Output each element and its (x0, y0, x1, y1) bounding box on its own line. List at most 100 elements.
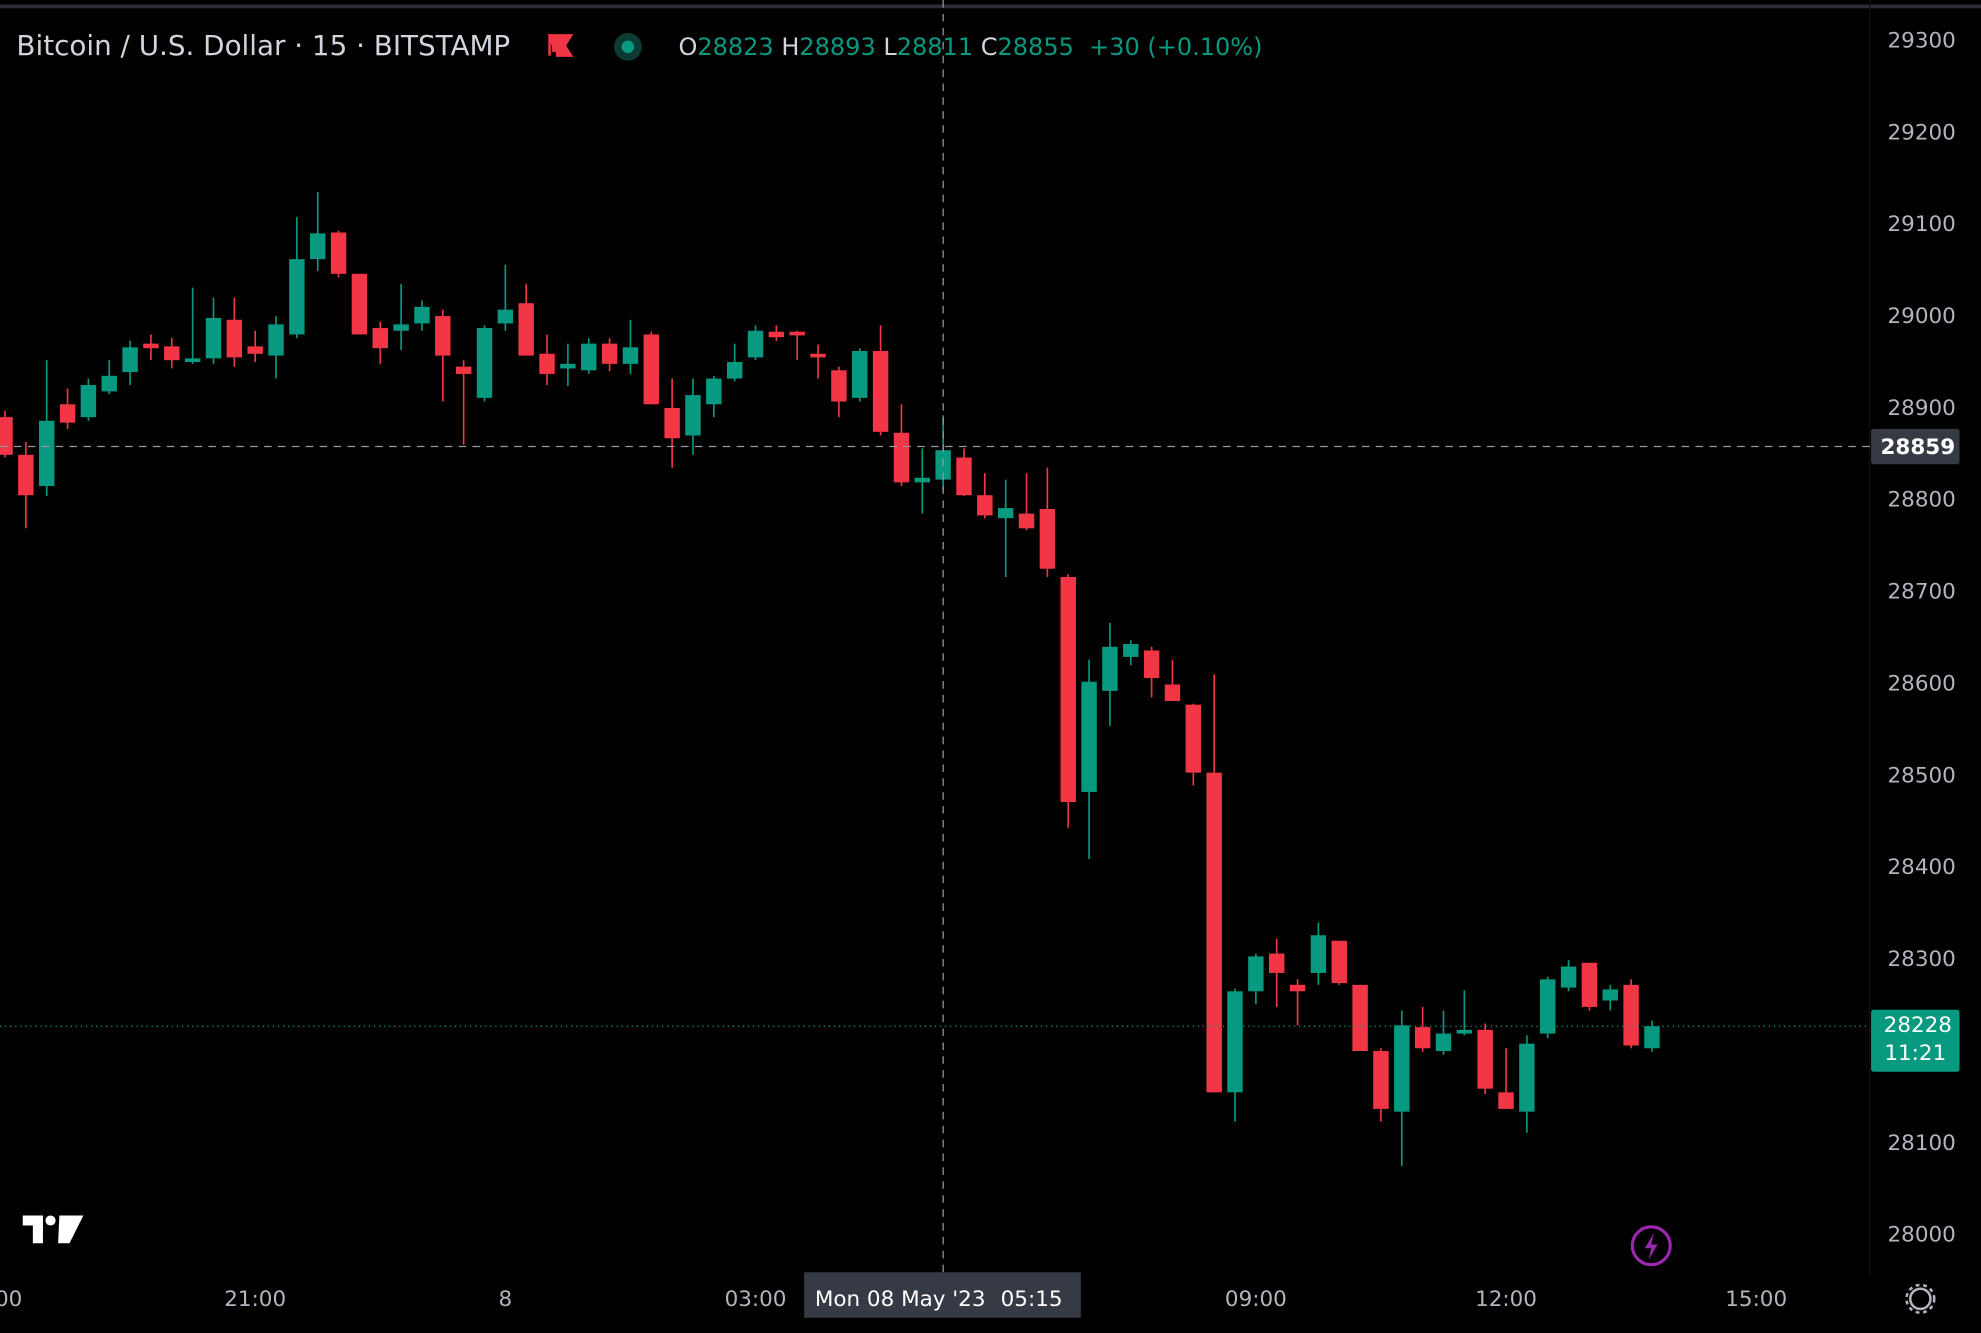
candle-body (80, 384, 97, 418)
candle-body (1394, 1025, 1410, 1112)
candle-body (1310, 935, 1327, 973)
candle-body (706, 378, 722, 405)
candle-body (643, 334, 659, 405)
candle-body (685, 395, 701, 436)
candle-body (497, 309, 514, 324)
countdown-label: 11:21 (1884, 1041, 1946, 1066)
candle-body (1435, 1033, 1452, 1052)
candle-body (435, 316, 451, 356)
candle-body (1102, 646, 1118, 691)
x-tick-label: :00 (0, 1287, 22, 1312)
candle-body (1331, 940, 1347, 984)
legend-label: O (678, 33, 697, 61)
candle-body (1414, 1027, 1431, 1049)
candle-body (1123, 644, 1139, 657)
candle-body (560, 363, 576, 369)
candle-body (1248, 956, 1264, 992)
gear-teeth (1905, 1283, 1936, 1314)
candle-body (518, 303, 534, 356)
legend-value: 28823 (697, 33, 773, 61)
candle-body (1623, 984, 1639, 1046)
candle-body (539, 353, 555, 374)
y-tick-label: 29300 (1888, 28, 1956, 53)
candle-body (476, 328, 493, 398)
legend-value: 28811 (897, 33, 973, 61)
y-tick-label: 28000 (1888, 1223, 1956, 1248)
legend-change: +30 (+0.10%) (1089, 33, 1262, 61)
candle-body (1164, 684, 1181, 702)
candle-body (289, 259, 305, 335)
last-price-box (1871, 1009, 1960, 1072)
y-tick-label: 29000 (1888, 304, 1956, 329)
x-tick-label: 12:00 (1475, 1287, 1537, 1312)
plot-area (0, 192, 1660, 1166)
candle-body (872, 350, 889, 432)
candle-body (1039, 509, 1056, 569)
crosshair-price-label: 28859 (1880, 435, 1955, 460)
candle-body (143, 343, 159, 349)
candle-body (330, 232, 347, 274)
candle-body (101, 375, 117, 392)
candle-body (122, 347, 138, 373)
candle-body (1519, 1043, 1535, 1112)
candle-body (1560, 966, 1577, 988)
y-tick-label: 28500 (1888, 763, 1956, 788)
crosshair-date-label: Mon 08 May '23 (815, 1287, 986, 1312)
candle-body (852, 350, 868, 398)
candle-body (59, 404, 76, 423)
candle-body (1185, 704, 1202, 773)
y-tick-label: 28700 (1888, 580, 1956, 605)
legend-value: 28855 (998, 33, 1074, 61)
y-tick-label: 28300 (1888, 947, 1956, 972)
candle-body (977, 495, 993, 516)
candle-body (1456, 1029, 1473, 1034)
legend-label: H (781, 33, 799, 61)
candle-body (747, 330, 764, 358)
candle-body (1602, 989, 1618, 1001)
candle-body (956, 457, 972, 496)
candle-body (1477, 1029, 1493, 1089)
ohlc-legend: O28823 H28893 L28811 C28855 +30 (+0.10%) (678, 33, 1262, 61)
candle-body (1143, 650, 1160, 679)
x-tick-label: 03:00 (725, 1287, 787, 1312)
candle-body (372, 328, 388, 349)
candle-body (1352, 984, 1368, 1052)
crosshair-time-box (804, 1272, 1081, 1318)
lightning-icon (1644, 1233, 1658, 1260)
candle-body (455, 366, 472, 374)
chart-title: Bitcoin / U.S. Dollar · 15 · BITSTAMP (16, 29, 510, 62)
candle-body (914, 477, 931, 483)
candle-body (810, 353, 826, 358)
candle-body (1018, 513, 1035, 529)
candle-body (393, 324, 409, 331)
y-tick-label: 29100 (1888, 212, 1956, 237)
candle-body (268, 324, 284, 356)
candle-body (205, 317, 222, 359)
candle-body (351, 273, 368, 335)
y-tick-label: 29200 (1888, 120, 1956, 145)
settings-button[interactable] (1905, 1283, 1936, 1314)
candle-body (247, 346, 263, 354)
candle-body (38, 420, 55, 487)
y-tick-label: 28400 (1888, 855, 1956, 880)
candle-body (789, 331, 805, 336)
y-tick-label: 28900 (1888, 396, 1956, 421)
y-tick-label: 28600 (1888, 671, 1956, 696)
candle-body (831, 370, 847, 402)
candle-body (164, 346, 180, 361)
candle-body (184, 358, 201, 363)
candle-body (601, 343, 618, 364)
lightning-button[interactable] (1630, 1225, 1672, 1267)
crosshair-price-box (1871, 428, 1960, 465)
candle-body (997, 508, 1014, 519)
candle-body (664, 407, 680, 439)
candle-body (768, 331, 785, 338)
x-tick-label: 8 (499, 1287, 513, 1312)
legend-label: C (981, 33, 998, 61)
candle-body (1373, 1051, 1389, 1109)
flag-icon (547, 34, 574, 57)
candle-body (893, 432, 910, 483)
